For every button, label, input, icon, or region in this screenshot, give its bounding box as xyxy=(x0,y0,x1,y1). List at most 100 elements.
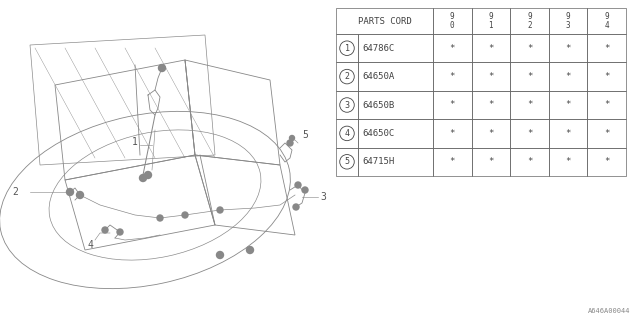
Text: *: * xyxy=(565,129,571,138)
Text: *: * xyxy=(565,157,571,166)
Text: *: * xyxy=(488,129,493,138)
Circle shape xyxy=(117,229,123,235)
Bar xyxy=(433,148,472,176)
Circle shape xyxy=(246,246,253,253)
Circle shape xyxy=(140,174,147,181)
Bar xyxy=(336,62,358,91)
Bar xyxy=(588,91,626,119)
Bar xyxy=(358,148,433,176)
Text: 2: 2 xyxy=(344,72,349,81)
Bar xyxy=(336,91,358,119)
Bar xyxy=(433,119,472,148)
Bar xyxy=(588,34,626,62)
Bar xyxy=(548,62,588,91)
Text: 64786C: 64786C xyxy=(362,44,394,53)
Text: 9
0: 9 0 xyxy=(450,12,454,30)
Text: *: * xyxy=(450,44,455,53)
Bar xyxy=(548,34,588,62)
Text: 4: 4 xyxy=(87,240,93,250)
Bar xyxy=(336,119,358,148)
Text: 64650B: 64650B xyxy=(362,100,394,109)
Bar xyxy=(472,148,510,176)
Text: 5: 5 xyxy=(302,130,308,140)
Text: 2: 2 xyxy=(12,187,18,197)
Bar xyxy=(433,34,472,62)
Bar xyxy=(510,119,548,148)
Text: 9
3: 9 3 xyxy=(566,12,570,30)
Text: PARTS CORD: PARTS CORD xyxy=(358,17,412,26)
Circle shape xyxy=(157,215,163,221)
Bar xyxy=(358,119,433,148)
Text: 64715H: 64715H xyxy=(362,157,394,166)
Text: 9
4: 9 4 xyxy=(604,12,609,30)
Circle shape xyxy=(145,172,152,179)
Text: *: * xyxy=(450,157,455,166)
Bar xyxy=(472,119,510,148)
Text: 1: 1 xyxy=(344,44,349,53)
Circle shape xyxy=(287,140,293,146)
Bar xyxy=(358,91,433,119)
Text: *: * xyxy=(527,129,532,138)
Bar xyxy=(336,34,358,62)
Bar xyxy=(472,91,510,119)
Text: *: * xyxy=(450,129,455,138)
Circle shape xyxy=(293,204,299,210)
Text: *: * xyxy=(565,100,571,109)
Bar xyxy=(548,8,588,34)
Bar xyxy=(336,148,358,176)
Circle shape xyxy=(77,191,83,198)
Text: *: * xyxy=(488,100,493,109)
Text: 3: 3 xyxy=(320,192,326,202)
Text: 3: 3 xyxy=(344,100,349,109)
Text: 64650C: 64650C xyxy=(362,129,394,138)
Text: 1: 1 xyxy=(132,137,138,147)
Bar xyxy=(510,148,548,176)
Bar xyxy=(472,34,510,62)
Bar xyxy=(588,8,626,34)
Bar xyxy=(510,62,548,91)
Text: *: * xyxy=(488,157,493,166)
Text: *: * xyxy=(565,44,571,53)
Bar xyxy=(433,8,472,34)
Text: *: * xyxy=(527,44,532,53)
Bar xyxy=(548,119,588,148)
Bar xyxy=(588,62,626,91)
Circle shape xyxy=(67,188,74,196)
Circle shape xyxy=(159,65,166,71)
Text: *: * xyxy=(488,72,493,81)
Text: 64650A: 64650A xyxy=(362,72,394,81)
Bar xyxy=(433,62,472,91)
Text: A646A00044: A646A00044 xyxy=(588,308,630,314)
Text: 9
2: 9 2 xyxy=(527,12,532,30)
Circle shape xyxy=(182,212,188,218)
Circle shape xyxy=(295,182,301,188)
Bar xyxy=(510,91,548,119)
Text: *: * xyxy=(450,100,455,109)
Text: *: * xyxy=(565,72,571,81)
Bar xyxy=(336,8,433,34)
Text: 9
1: 9 1 xyxy=(488,12,493,30)
Bar xyxy=(472,8,510,34)
Text: *: * xyxy=(604,129,609,138)
Text: *: * xyxy=(604,157,609,166)
Bar xyxy=(358,34,433,62)
Bar xyxy=(510,34,548,62)
Bar xyxy=(358,62,433,91)
Bar xyxy=(472,62,510,91)
Text: *: * xyxy=(604,44,609,53)
Bar xyxy=(510,8,548,34)
Text: 4: 4 xyxy=(344,129,349,138)
Text: *: * xyxy=(527,100,532,109)
Bar xyxy=(588,148,626,176)
Circle shape xyxy=(302,187,308,193)
Bar xyxy=(548,91,588,119)
Text: *: * xyxy=(604,100,609,109)
Bar xyxy=(433,91,472,119)
Text: *: * xyxy=(527,157,532,166)
Circle shape xyxy=(102,227,108,233)
Text: *: * xyxy=(450,72,455,81)
Text: *: * xyxy=(488,44,493,53)
Text: *: * xyxy=(604,72,609,81)
Text: *: * xyxy=(527,72,532,81)
Bar xyxy=(548,148,588,176)
